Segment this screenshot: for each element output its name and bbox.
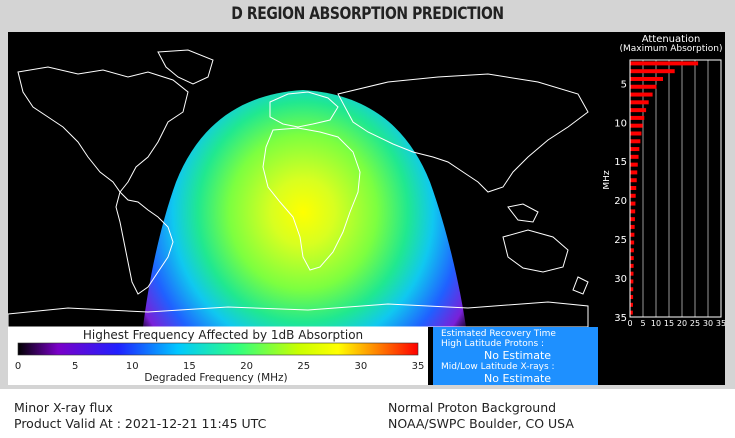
attenuation-chart: Attenuation (Maximum Absorption) 5101520… — [603, 34, 725, 327]
attenuation-y-ticks: 5 10 15 20 25 30 35 — [614, 79, 627, 324]
legend-tick: 25 — [297, 361, 310, 372]
attenuation-bar — [630, 240, 635, 245]
attenuation-bar — [630, 170, 638, 175]
attenuation-bar — [630, 193, 636, 198]
attenuation-x-tick: 10 — [651, 319, 661, 327]
attenuation-bars — [630, 61, 699, 315]
attenuation-bar — [630, 100, 649, 105]
legend-tick: 0 — [15, 361, 21, 372]
page-title: D REGION ABSORPTION PREDICTION — [231, 4, 504, 24]
attenuation-bar — [630, 131, 642, 136]
attenuation-bar — [630, 217, 635, 222]
attenuation-plot-area — [629, 59, 722, 318]
attenuation-bar — [630, 115, 645, 120]
attenuation-bar — [630, 76, 663, 81]
attenuation-bar — [630, 147, 640, 152]
xrays-label: Mid/Low Latitude X-rays : — [441, 362, 555, 372]
recovery-title: Estimated Recovery Time — [441, 329, 556, 339]
attenuation-bar — [630, 108, 647, 113]
attenuation-y-tick: 5 — [621, 79, 627, 90]
protons-label: High Latitude Protons : — [441, 339, 545, 349]
xray-flux-status: Minor X-ray flux — [14, 400, 113, 415]
proton-status: Normal Proton Background — [388, 400, 557, 415]
attenuation-bar — [630, 178, 637, 183]
legend-axis-label: Degraded Frequency (MHz) — [144, 372, 287, 384]
attenuation-x-tick: 30 — [703, 319, 713, 327]
data-source: NOAA/SWPC Boulder, CO USA — [388, 416, 574, 431]
legend-tick: 30 — [354, 361, 367, 372]
legend-tick: 10 — [126, 361, 139, 372]
attenuation-bar — [630, 302, 633, 307]
attenuation-y-tick: 15 — [614, 157, 627, 168]
attenuation-x-tick: 20 — [677, 319, 687, 327]
xrays-value: No Estimate — [484, 372, 552, 385]
attenuation-bar — [630, 271, 634, 276]
legend-graphic: Highest Frequency Affected by 1dB Absorp… — [15, 328, 425, 384]
attenuation-x-tick: 0 — [627, 319, 632, 327]
attenuation-subtitle: (Maximum Absorption) — [620, 44, 723, 54]
color-bar — [17, 342, 419, 356]
attenuation-x-ticks: 05101520253035dB — [627, 319, 725, 327]
attenuation-bar — [630, 232, 635, 237]
attenuation-x-tick: 5 — [640, 319, 645, 327]
attenuation-title: Attenuation — [642, 34, 701, 45]
attenuation-bar — [630, 295, 634, 300]
absorption-map — [8, 32, 598, 327]
attenuation-bar — [630, 209, 636, 214]
attenuation-bar — [630, 139, 641, 144]
attenuation-bar — [630, 248, 634, 253]
legend-ticks: 0 5 10 15 20 25 30 35 — [15, 361, 425, 372]
attenuation-y-tick: 20 — [614, 196, 627, 207]
frequency-legend: Highest Frequency Affected by 1dB Absorp… — [8, 327, 428, 385]
attenuation-y-tick: 10 — [614, 118, 627, 129]
attenuation-bar — [630, 162, 638, 167]
absorption-region — [143, 90, 466, 327]
attenuation-bar — [630, 69, 675, 74]
attenuation-x-tick: 35 — [716, 319, 725, 327]
attenuation-x-tick: 25 — [690, 319, 700, 327]
legend-tick: 35 — [412, 361, 425, 372]
protons-value: No Estimate — [484, 349, 552, 362]
attenuation-bar — [630, 186, 637, 190]
attenuation-y-tick: 25 — [614, 235, 627, 246]
prediction-panel: Attenuation (Maximum Absorption) 5 10 15 20… — [8, 32, 725, 385]
legend-tick: 5 — [72, 361, 78, 372]
attenuation-bar — [630, 279, 634, 284]
attenuation-bar — [630, 224, 635, 229]
attenuation-bar — [630, 154, 639, 159]
attenuation-bar — [630, 201, 636, 206]
attenuation-bar — [630, 287, 634, 292]
product-valid-time: Product Valid At : 2021-12-21 11:45 UTC — [14, 416, 267, 431]
legend-tick: 20 — [240, 361, 253, 372]
attenuation-y-tick: 35 — [614, 313, 627, 324]
attenuation-x-tick: 15 — [664, 319, 674, 327]
attenuation-bar — [630, 263, 634, 268]
attenuation-bar — [630, 123, 643, 128]
legend-tick: 15 — [183, 361, 196, 372]
attenuation-y-unit: MHz — [603, 170, 612, 190]
attenuation-bar — [630, 310, 633, 315]
attenuation-bar — [630, 84, 657, 89]
footer: Minor X-ray flux Normal Proton Backgroun… — [0, 389, 735, 438]
attenuation-bar — [630, 61, 699, 66]
attenuation-bar — [630, 256, 634, 261]
recovery-box: Estimated Recovery Time High Latitude Pr… — [433, 327, 598, 385]
attenuation-bar — [630, 92, 653, 97]
coastlines — [8, 49, 589, 327]
attenuation-y-tick: 30 — [614, 274, 627, 285]
legend-title: Highest Frequency Affected by 1dB Absorp… — [83, 328, 363, 342]
